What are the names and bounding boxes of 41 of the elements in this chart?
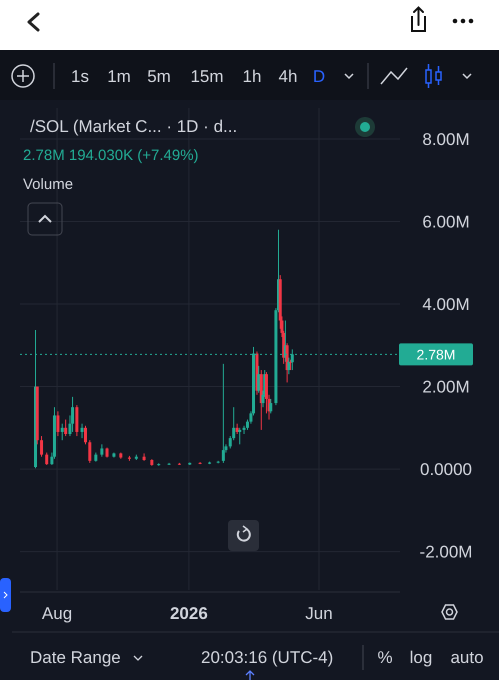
candlestick bbox=[40, 436, 44, 458]
candlestick bbox=[80, 423, 84, 439]
x-tick-label: 2026 bbox=[170, 604, 208, 623]
text: log bbox=[410, 648, 432, 667]
text: 5m bbox=[147, 67, 171, 86]
ref-line-label: 2.78M bbox=[416, 346, 456, 362]
candlestick bbox=[45, 452, 48, 466]
text: 15m bbox=[190, 67, 224, 86]
text: auto bbox=[450, 648, 484, 667]
text: % bbox=[377, 648, 393, 667]
text: 4h bbox=[278, 67, 298, 86]
text: 1m bbox=[107, 67, 131, 86]
candlestick bbox=[257, 365, 260, 394]
candlestick bbox=[56, 410, 60, 437]
candlestick bbox=[84, 425, 87, 445]
text: 20:03:16 (UTC-4) bbox=[201, 648, 334, 667]
text: 1s bbox=[71, 67, 89, 86]
candlestick bbox=[222, 363, 225, 464]
y-tick-label: 0.0000 bbox=[420, 460, 472, 480]
x-tick-label: Jun bbox=[305, 604, 333, 623]
text: 2.78M 194.030K (+7.49%) bbox=[23, 147, 199, 164]
y-tick-label: 4.00M bbox=[422, 295, 470, 314]
y-tick-label: -2.00M bbox=[420, 542, 472, 562]
annotation: Volume bbox=[23, 176, 74, 193]
candlestick bbox=[60, 423, 64, 441]
text: Date Range bbox=[30, 648, 121, 667]
candlestick bbox=[64, 419, 68, 437]
text: /SOL (Market C... · 1D · d... bbox=[30, 117, 238, 136]
candlestick bbox=[238, 427, 242, 445]
y-tick-label: 6.00M bbox=[422, 212, 470, 232]
y-tick-label: 8.00M bbox=[422, 130, 470, 149]
candlestick bbox=[269, 398, 272, 414]
candlestick bbox=[71, 396, 74, 432]
x-tick-label: Aug bbox=[42, 604, 72, 623]
candlestick bbox=[106, 447, 109, 458]
y-tick-label: 2.00M bbox=[422, 378, 470, 397]
text: D bbox=[312, 67, 326, 86]
candlestick bbox=[100, 444, 104, 458]
candlestick bbox=[88, 440, 92, 464]
candlestick bbox=[94, 452, 98, 462]
text: 1h bbox=[242, 67, 262, 86]
